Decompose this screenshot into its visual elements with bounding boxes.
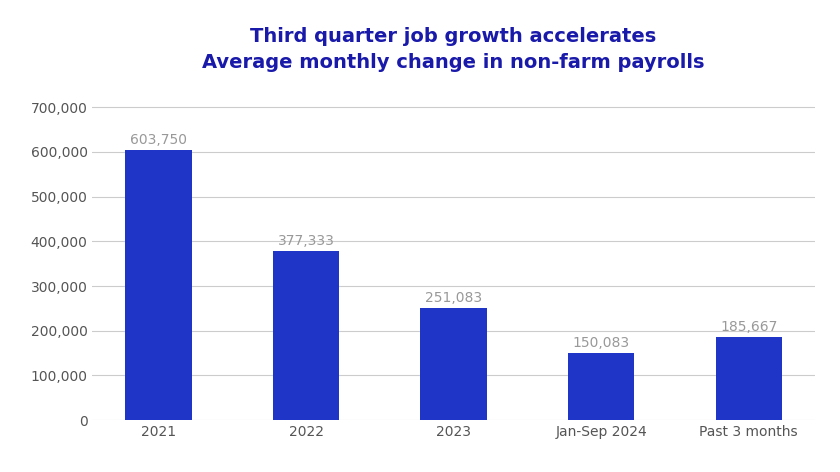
Bar xyxy=(420,308,487,420)
Bar xyxy=(125,150,192,420)
Text: 377,333: 377,333 xyxy=(277,235,334,248)
Text: 603,750: 603,750 xyxy=(130,133,187,147)
Title: Third quarter job growth accelerates
Average monthly change in non-farm payrolls: Third quarter job growth accelerates Ave… xyxy=(202,27,705,72)
Text: 251,083: 251,083 xyxy=(425,291,482,305)
Text: 150,083: 150,083 xyxy=(573,336,630,350)
Bar xyxy=(716,337,782,420)
Bar xyxy=(273,252,339,420)
Text: 185,667: 185,667 xyxy=(720,320,778,334)
Bar xyxy=(568,353,634,420)
